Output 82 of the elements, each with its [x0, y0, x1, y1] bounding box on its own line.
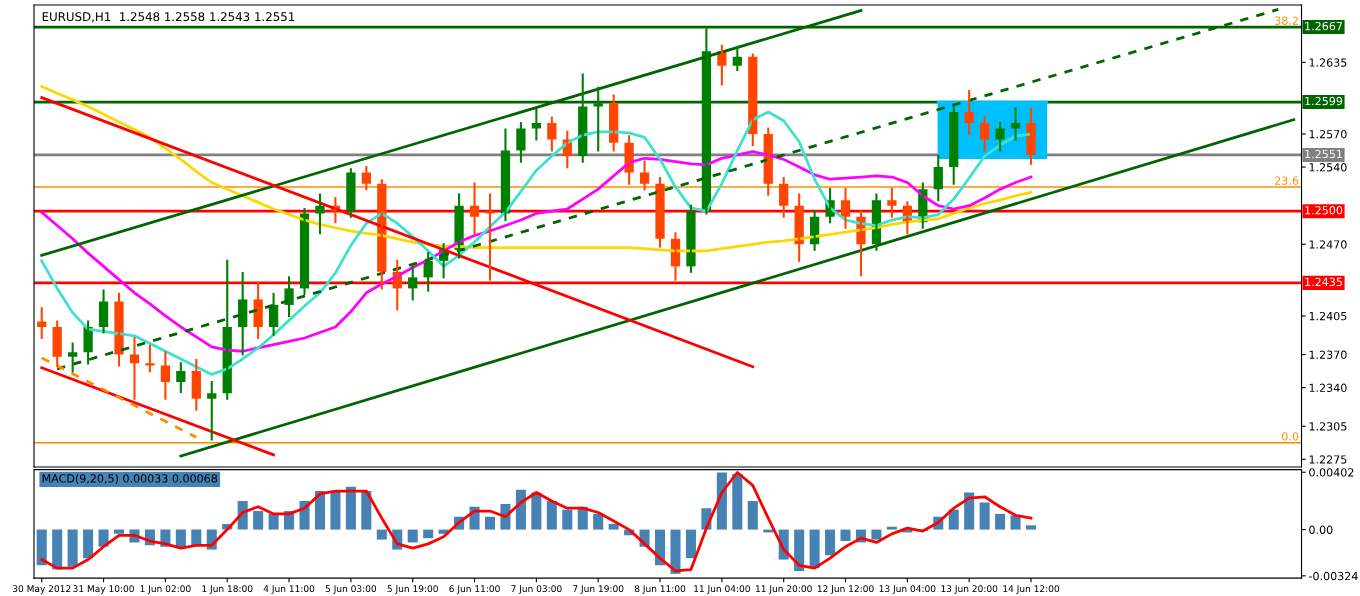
ref-line-label: 1.2435	[1305, 277, 1342, 287]
x-tick-label: 11 Jun 20:00	[756, 585, 812, 594]
bar	[52, 529, 63, 570]
bar	[809, 529, 820, 569]
bar	[794, 529, 805, 571]
bar	[685, 529, 696, 559]
y-tick-label: 1.2370	[1309, 350, 1347, 359]
bar	[747, 501, 758, 530]
bar	[608, 523, 619, 530]
bar	[83, 529, 94, 559]
bar	[546, 501, 557, 530]
annotation: 0.0	[1282, 432, 1299, 441]
x-tick-label: 8 Jun 11:00	[634, 585, 686, 594]
y-tick-label: 0.00	[1309, 525, 1333, 534]
candlestick	[887, 188, 897, 218]
ref-line-label: 1.2551	[1305, 149, 1342, 159]
x-tick-label: 30 May 2012	[12, 585, 71, 594]
x-tick-label: 31 May 10:00	[73, 585, 134, 594]
bar	[268, 513, 279, 530]
line-series	[40, 85, 1033, 253]
bar	[871, 529, 882, 540]
x-tick-label: 13 Jun 04:00	[879, 585, 936, 594]
bar	[345, 486, 356, 530]
chart-title: MACD(9,20,5) 0.00033 0.00068	[42, 474, 218, 484]
annotation: 23.6	[1275, 176, 1299, 185]
y-tick-label: 1.2305	[1309, 422, 1347, 431]
y-tick-label: 1.2340	[1309, 383, 1347, 393]
bar	[484, 516, 496, 530]
x-tick-label: 1 Jun 02:00	[140, 585, 191, 594]
bar	[840, 529, 851, 542]
annotation: 38.2	[1275, 16, 1298, 25]
ref-line-label: 1.2500	[1305, 206, 1343, 215]
bar	[670, 529, 681, 574]
bar	[314, 491, 325, 530]
bar	[732, 473, 743, 530]
x-tick-label: 7 Jun 03:00	[511, 585, 562, 594]
bar	[376, 529, 387, 540]
line-series	[40, 150, 1033, 353]
bar	[964, 492, 975, 530]
ref-line-label: 1.2599	[1305, 96, 1343, 106]
x-tick-label: 14 Jun 12:00	[1003, 585, 1060, 594]
line-series	[40, 471, 1033, 573]
bar	[191, 529, 202, 546]
y-tick-label: 1.2540	[1309, 163, 1347, 172]
bar	[995, 513, 1006, 530]
x-tick-label: 4 Jun 11:00	[263, 585, 315, 594]
bar	[593, 513, 604, 530]
bar	[886, 526, 897, 530]
x-tick-label: 11 Jun 04:00	[694, 585, 750, 594]
bar	[825, 529, 836, 556]
x-tick-label: 1 Jun 18:00	[202, 585, 253, 594]
x-tick-label: 12 Jun 12:00	[817, 585, 874, 594]
y-tick-label: 0.00402	[1309, 468, 1354, 477]
text: EURUSD,H1 1.2548 1.2558 1.2543 1.2551	[42, 12, 295, 23]
bar	[562, 509, 573, 530]
y-tick-label: 1.2405	[1309, 311, 1347, 321]
x-tick-label: 7 Jun 19:00	[573, 585, 624, 594]
bar	[1010, 515, 1021, 530]
y-tick-label: -0.00324	[1309, 571, 1358, 581]
x-tick-label: 6 Jun 11:00	[449, 585, 500, 594]
bar	[515, 489, 526, 530]
bar	[1025, 525, 1037, 530]
bar	[330, 491, 341, 530]
x-tick-label: 5 Jun 03:00	[325, 585, 377, 594]
bar	[361, 491, 372, 530]
bar	[423, 529, 434, 539]
candlestick	[145, 344, 155, 373]
y-tick-label: 1.2470	[1309, 240, 1347, 249]
bar	[36, 529, 47, 566]
y-tick-label: 1.2275	[1309, 455, 1347, 464]
bar	[407, 529, 418, 543]
bar	[531, 492, 542, 530]
y-tick-label: 1.2570	[1309, 129, 1347, 139]
x-tick-label: 13 Jun 20:00	[941, 585, 998, 594]
y-tick-label: 1.2635	[1309, 58, 1347, 67]
x-tick-label: 5 Jun 19:00	[387, 585, 438, 594]
bar	[948, 509, 959, 530]
bar	[67, 529, 78, 567]
bar	[979, 502, 990, 530]
ref-line-label: 1.2667	[1305, 21, 1342, 31]
bar	[113, 529, 125, 534]
bar	[253, 511, 264, 530]
